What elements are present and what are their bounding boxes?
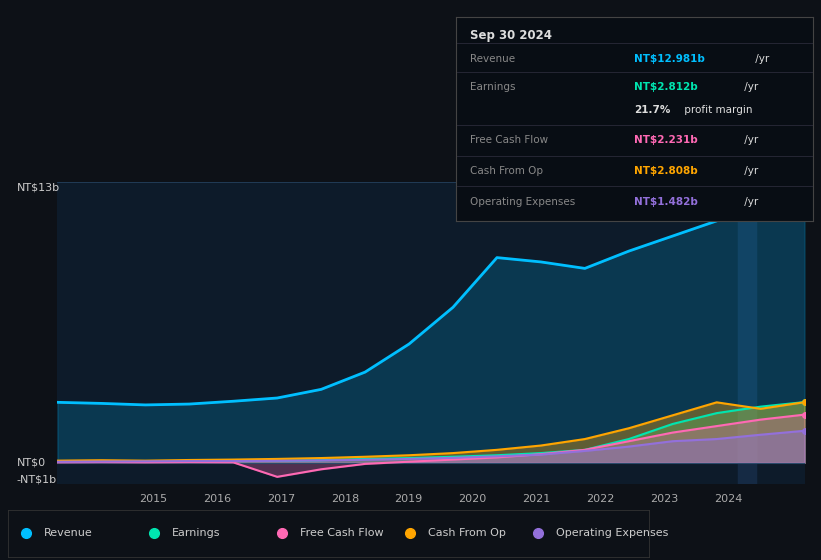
Text: /yr: /yr (741, 166, 759, 176)
Text: Revenue: Revenue (44, 529, 92, 538)
Text: 21.7%: 21.7% (635, 105, 671, 115)
Text: NT$2.231b: NT$2.231b (635, 136, 698, 146)
Text: Free Cash Flow: Free Cash Flow (300, 529, 383, 538)
Text: Earnings: Earnings (470, 82, 516, 92)
Text: NT$2.812b: NT$2.812b (635, 82, 698, 92)
Text: Cash From Op: Cash From Op (470, 166, 543, 176)
Text: Revenue: Revenue (470, 54, 515, 64)
Text: /yr: /yr (752, 54, 769, 64)
Text: NT$12.981b: NT$12.981b (635, 54, 705, 64)
Text: /yr: /yr (741, 82, 759, 92)
Text: Sep 30 2024: Sep 30 2024 (470, 29, 552, 42)
Text: NT$13b: NT$13b (16, 182, 59, 192)
Text: NT$0: NT$0 (16, 458, 45, 468)
Text: NT$1.482b: NT$1.482b (635, 197, 698, 207)
Text: profit margin: profit margin (681, 105, 752, 115)
Text: Free Cash Flow: Free Cash Flow (470, 136, 548, 146)
Text: /yr: /yr (741, 197, 759, 207)
Text: -NT$1b: -NT$1b (16, 474, 57, 484)
Text: Cash From Op: Cash From Op (428, 529, 506, 538)
Text: Earnings: Earnings (172, 529, 220, 538)
Text: Operating Expenses: Operating Expenses (556, 529, 668, 538)
Text: Operating Expenses: Operating Expenses (470, 197, 576, 207)
Text: /yr: /yr (741, 136, 759, 146)
Text: NT$2.808b: NT$2.808b (635, 166, 698, 176)
